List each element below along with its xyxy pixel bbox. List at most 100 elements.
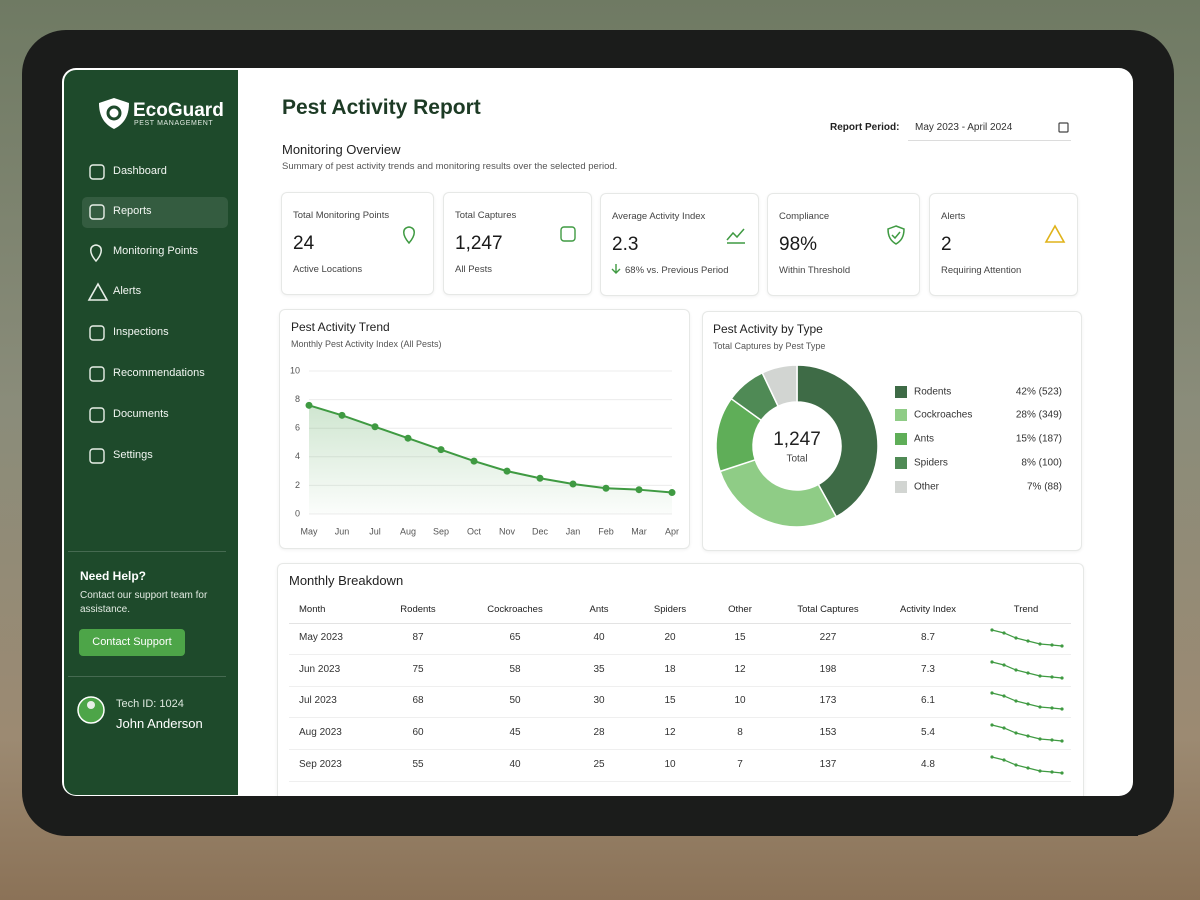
kpi-caption: Within Threshold: [779, 265, 851, 276]
chart-title: Pest Activity Trend: [291, 320, 390, 334]
chart-subtitle: Total Captures by Pest Type: [713, 341, 826, 351]
header-rule: [289, 623, 1071, 624]
table-cell: May 2023: [299, 632, 343, 643]
kpi-caption: 68% vs. Previous Period: [625, 265, 729, 276]
table-cell: 7: [737, 759, 743, 770]
user-name: John Anderson: [116, 716, 203, 731]
nav-item[interactable]: Inspections: [113, 326, 169, 338]
kpi-card: Total Captures 1,247 All Pests: [443, 192, 592, 295]
column-header: Cockroaches: [487, 604, 543, 615]
row-rule: [289, 749, 1071, 750]
kpi-value: 2.3: [612, 234, 639, 255]
table-cell: 6.1: [921, 695, 935, 706]
kpi-card: Alerts 2 Requiring Attention: [929, 193, 1078, 296]
table-cell: 227: [819, 632, 837, 643]
table-cell: 153: [819, 727, 837, 738]
help-button[interactable]: Contact Support: [79, 629, 185, 656]
table-cell: 10: [734, 695, 746, 706]
column-header: Trend: [1013, 604, 1039, 615]
kpi-value: 98%: [779, 234, 818, 255]
column-header: Ants: [589, 604, 609, 615]
nav-item[interactable]: Reports: [113, 205, 152, 217]
chart-subtitle: Monthly Pest Activity Index (All Pests): [291, 339, 442, 349]
screen-bottom: [238, 796, 1138, 836]
nav-item[interactable]: Monitoring Points: [113, 245, 198, 257]
table-cell: 8: [737, 727, 743, 738]
table-cell: 20: [664, 632, 676, 643]
table-cell: 30: [593, 695, 605, 706]
table-cell: 65: [509, 632, 521, 643]
kpi-value: 2: [941, 234, 952, 255]
column-header: Other: [728, 604, 752, 615]
kpi-card: Average Activity Index 2.3 68% vs. Previou…: [600, 193, 759, 296]
table-cell: 7.3: [921, 664, 935, 675]
nav-item[interactable]: Alerts: [113, 285, 142, 297]
table-cell: 25: [593, 759, 605, 770]
nav-item[interactable]: Recommendations: [113, 367, 205, 379]
column-header: Rodents: [400, 604, 436, 615]
table-cell: 5.4: [921, 727, 935, 738]
kpi-value: 24: [293, 233, 315, 254]
column-header: Month: [299, 604, 326, 615]
column-header: Activity Index: [900, 604, 956, 615]
table-cell: 60: [412, 727, 424, 738]
logo-title: EcoGuard: [133, 100, 224, 121]
table-cell: 137: [819, 759, 837, 770]
table-cell: 75: [412, 664, 424, 675]
table-cell: Jun 2023: [299, 664, 341, 675]
chart-title: Pest Activity by Type: [713, 322, 823, 336]
nav-item[interactable]: Dashboard: [113, 165, 167, 177]
kpi-caption: Active Locations: [293, 264, 363, 275]
period-label: Report Period:: [830, 122, 900, 133]
nav-item[interactable]: Settings: [113, 449, 153, 461]
table-cell: 45: [509, 727, 521, 738]
table-cell: 40: [509, 759, 521, 770]
table-cell: Aug 2023: [299, 727, 342, 738]
nav-active-bg: [82, 197, 228, 228]
table-cell: 10: [664, 759, 676, 770]
kpi-card: Compliance 98% Within Threshold: [767, 193, 920, 296]
table-cell: 58: [509, 664, 521, 675]
column-header: Spiders: [653, 604, 687, 615]
table-title: Monthly Breakdown: [289, 573, 404, 588]
nav-item[interactable]: Documents: [113, 408, 169, 420]
table-cell: 8.7: [921, 632, 935, 643]
table-cell: Jul 2023: [299, 695, 337, 706]
kpi-value: 1,247: [455, 233, 503, 254]
table-cell: 15: [664, 695, 676, 706]
row-rule: [289, 686, 1071, 687]
page-title: Pest Activity Report: [282, 96, 481, 119]
kpi-caption: All Pests: [455, 264, 492, 275]
table-cell: 55: [412, 759, 424, 770]
kpi-caption: Requiring Attention: [941, 265, 1022, 276]
sidebar: [64, 70, 238, 795]
divider: [68, 676, 226, 677]
kpi-title: Total Monitoring Points: [293, 210, 390, 221]
kpi-title: Compliance: [779, 211, 830, 222]
section-subtitle: Summary of pest activity trends and moni…: [282, 161, 618, 172]
table-cell: 28: [593, 727, 605, 738]
logo-subtitle: PEST MANAGEMENT: [134, 120, 214, 127]
period-picker[interactable]: May 2023 - April 2024: [908, 116, 1071, 141]
row-rule: [289, 654, 1071, 655]
table-cell: 68: [412, 695, 424, 706]
table-cell: 12: [734, 664, 746, 675]
user-id: Tech ID: 1024: [116, 698, 184, 710]
period-value: May 2023 - April 2024: [915, 122, 1013, 133]
table-card: [277, 563, 1084, 803]
help-title: Need Help?: [80, 569, 147, 583]
kpi-card: Total Monitoring Points 24 Active Location…: [281, 192, 434, 295]
kpi-title: Total Captures: [455, 210, 517, 221]
table-cell: 12: [664, 727, 676, 738]
kpi-title: Alerts: [941, 211, 966, 222]
section-title: Monitoring Overview: [282, 142, 401, 157]
kpi-title: Average Activity Index: [612, 211, 706, 222]
table-cell: 173: [819, 695, 837, 706]
row-rule: [289, 781, 1071, 782]
table-cell: 15: [734, 632, 746, 643]
table-cell: 4.8: [921, 759, 935, 770]
divider: [68, 551, 226, 552]
table-cell: 18: [664, 664, 676, 675]
column-header: Total Captures: [797, 604, 859, 615]
